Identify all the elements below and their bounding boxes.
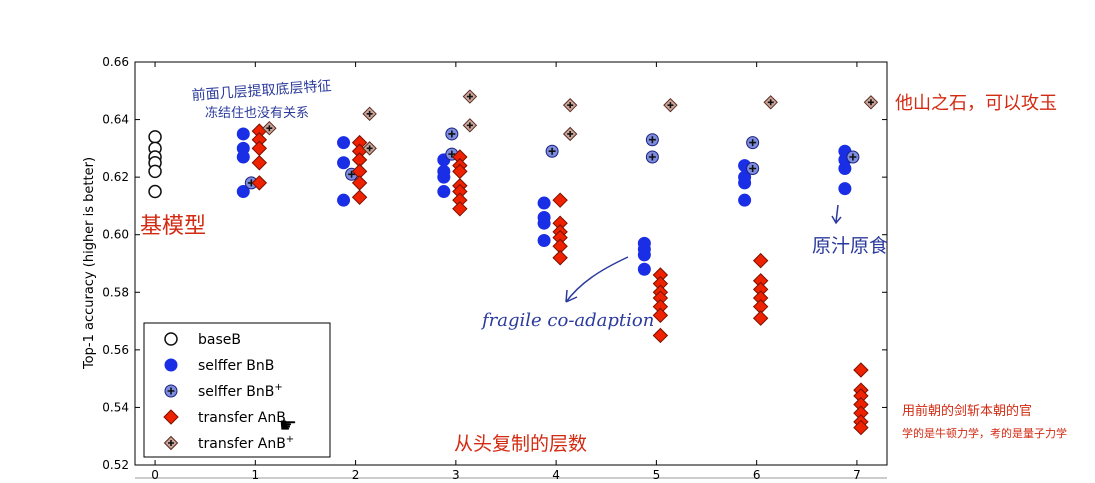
data-point-diamond [652,327,669,344]
legend-marker-circle-plus [164,384,178,398]
legend-marker-diamond-plus [163,435,179,451]
legend-label-superscript: + [286,434,294,445]
x-tick-label: 6 [753,468,761,482]
data-point-circle [337,156,351,170]
legend-label: transfer AnB [198,410,286,426]
y-axis: 0.52 0.54 0.56 0.58 0.60 0.62 0.64 0.66 [102,55,887,472]
data-point-diamond [652,307,669,324]
annotation-top-left-line2: 冻结住也没有关系 [205,105,309,121]
legend-label: selffer BnB+ [198,382,283,400]
data-points [148,89,879,436]
data-point-circle [236,127,250,141]
data-point-circle [337,193,351,207]
data-point-circle-plus [746,136,760,150]
data-point-diamond-plus [863,95,879,110]
data-point-diamond-plus [763,95,778,110]
legend-label: selffer BnB [198,358,274,374]
x-tick-label: 1 [251,468,259,482]
annotation-layer7-note: 原汁原食 [812,235,888,257]
data-point-circle [437,170,451,184]
x-axis: 0 1 2 3 4 5 6 7 [151,62,861,482]
data-point-circle [236,150,250,164]
y-tick-label: 0.54 [102,400,129,414]
data-point-circle-plus [645,150,659,164]
y-tick-label: 0.64 [102,113,129,127]
legend-marker-circle [164,358,178,372]
data-point-circle-plus [545,144,559,158]
data-point-circle [738,193,752,207]
annotation-base-model: 基模型 [140,214,206,239]
data-point-circle [537,196,551,210]
data-point-diamond [752,252,769,269]
data-point-diamond-plus [362,106,377,122]
annotation-bottom-center: 从头复制的层数 [454,433,587,455]
y-tick-label: 0.58 [102,285,129,299]
data-point-diamond-plus [562,126,578,142]
data-point-diamond [552,192,568,208]
data-point-open-circle [148,184,162,199]
annotation-fragile: fragile co-adaption [480,310,654,331]
data-point-diamond [351,189,368,206]
data-point-circle [337,136,351,150]
data-point-diamond-plus [362,141,377,156]
y-axis-label: Top-1 accuracy (higher is better) [82,157,97,370]
cursor-hand-icon: ☛ [279,413,297,437]
y-tick-label: 0.56 [102,343,129,357]
data-point-diamond [251,175,268,191]
annotation-layer7-arrow [831,204,842,225]
data-point-circle [838,162,852,176]
data-point-circle-plus [445,127,459,141]
data-point-circle-plus [746,162,760,176]
annotation-bottom-right-line1: 用前朝的剑斩本朝的官 [902,403,1032,419]
data-point-open-circle [148,130,162,144]
y-tick-label: 0.52 [102,458,129,472]
x-tick-label: 7 [853,468,861,482]
data-point-circle [637,248,651,262]
data-point-diamond-plus [562,97,578,113]
data-point-circle [838,182,852,196]
data-point-diamond-plus [262,120,277,136]
annotation-fragile-arrow [565,256,629,303]
x-tick-label: 0 [151,468,159,482]
legend-label-superscript: + [274,382,282,393]
data-point-diamond-plus [462,118,478,133]
legend-marker-open-circle [164,332,178,346]
legend: baseB selffer BnB selffer BnB+ transfer AnB… [143,322,331,458]
data-point-circle [637,262,651,276]
data-point-circle [236,185,250,199]
x-tick-label: 4 [552,468,560,482]
data-point-diamond [853,362,869,378]
x-tick-label: 2 [352,468,360,482]
data-point-circle-plus [846,150,860,164]
data-point-open-circle [148,164,162,179]
data-point-diamond-plus [663,97,678,113]
data-point-diamond [251,155,268,171]
data-point-circle [738,176,752,190]
annotation-bottom-right-line2: 学的是牛顿力学，考的是量子力学 [902,426,1067,440]
data-point-diamond [752,310,769,326]
data-point-diamond [452,201,468,217]
legend-label: baseB [198,332,241,348]
y-tick-label: 0.60 [102,228,129,242]
annotation-top-right: 他山之石，可以攻玉 [895,93,1057,114]
legend-marker-diamond [163,409,179,425]
data-point-circle [437,185,451,199]
x-tick-label: 5 [653,468,661,482]
data-point-diamond-plus [462,89,478,104]
y-tick-label: 0.66 [102,55,129,69]
data-point-circle [537,216,551,230]
legend-label: transfer AnB+ [198,434,294,452]
data-point-diamond [853,419,869,436]
y-tick-label: 0.62 [102,170,129,184]
data-point-circle-plus [645,133,659,147]
data-point-diamond [552,250,568,266]
data-point-circle [537,233,551,247]
x-tick-label: 3 [452,468,460,482]
